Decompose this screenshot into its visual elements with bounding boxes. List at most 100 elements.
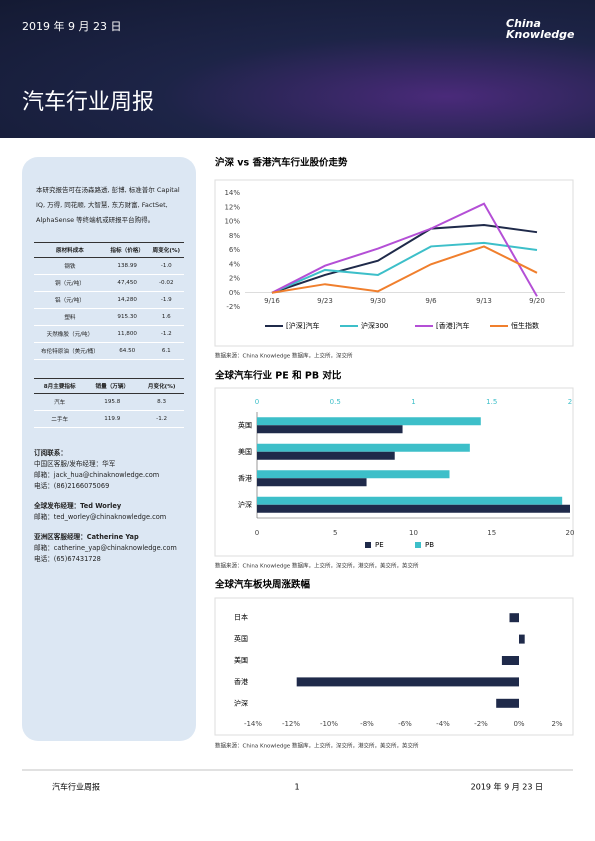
legend-label: PE bbox=[375, 541, 384, 549]
series-line bbox=[271, 245, 538, 294]
x-tick-label: 9/13 bbox=[476, 297, 492, 305]
y-tick-label: 美国 bbox=[234, 656, 248, 665]
chart-title: 全球汽车行业 PE 和 PB 对比 bbox=[214, 370, 342, 382]
y-tick-label: 0% bbox=[229, 289, 240, 297]
intro: 本研究报告可在汤森路透, 彭博, 标准普尔 Capital IQ, 万得, 同花… bbox=[36, 186, 180, 224]
x2-tick-label: 2 bbox=[568, 398, 572, 406]
x-tick-label: 0 bbox=[255, 529, 259, 537]
contact-line: 电话：(65)67431728 bbox=[34, 555, 101, 563]
x2-tick-label: 1.5 bbox=[486, 398, 497, 406]
table-cell: 铝（元/吨） bbox=[34, 291, 106, 309]
table-row: 二手车 119.9 -1.2 bbox=[34, 410, 184, 428]
chart-frame bbox=[214, 179, 574, 347]
legend-label: [香港]汽车 bbox=[436, 321, 469, 330]
table-cell: 14,280 bbox=[105, 291, 149, 309]
logo: China Knowledge bbox=[506, 17, 575, 41]
x-tick-label: -4% bbox=[436, 720, 450, 728]
y-tick-label: -2% bbox=[226, 303, 240, 311]
table-cell: 195.8 bbox=[85, 393, 140, 411]
bar bbox=[509, 613, 519, 623]
header: 2019 年 9 月 23 日 China Knowledge 汽车行业周报 bbox=[0, 0, 595, 138]
bar bbox=[519, 634, 525, 644]
series-line bbox=[271, 224, 538, 294]
x-tick-label: -6% bbox=[398, 720, 412, 728]
date: 2019 年 9 月 23 日 bbox=[22, 20, 122, 33]
legend-label: 沪深300 bbox=[361, 321, 388, 330]
bar bbox=[496, 698, 519, 708]
y-tick-label: 6% bbox=[229, 246, 240, 254]
y-tick-label: 沪深 bbox=[238, 500, 252, 509]
chart-source: 数据来源：China Knowledge 数据库，上交所，深交所 bbox=[215, 352, 353, 360]
table-cell: 塑料 bbox=[34, 308, 106, 326]
x-tick-label: 5 bbox=[333, 529, 337, 537]
page-number: 1 bbox=[294, 783, 299, 792]
series-line bbox=[271, 202, 538, 297]
bar bbox=[296, 677, 519, 687]
table-cell: -1.2 bbox=[139, 410, 184, 428]
chart-source: 数据来源：China Knowledge 数据库，上交所，深交所，港交所，美交所… bbox=[215, 742, 419, 750]
table-cell: 11,800 bbox=[105, 325, 149, 343]
y-tick-label: 日本 bbox=[234, 613, 248, 622]
x-tick-label: 9/23 bbox=[317, 297, 333, 305]
x-tick-label: 9/6 bbox=[425, 297, 437, 305]
chart-frame bbox=[214, 387, 574, 557]
y-tick-label: 香港 bbox=[234, 677, 248, 686]
report-title: 汽车行业周报 bbox=[22, 90, 155, 115]
bar bbox=[257, 504, 570, 513]
chart-title: 全球汽车板块周涨跌幅 bbox=[214, 579, 311, 591]
y-tick-label: 英国 bbox=[238, 420, 252, 429]
contact-line: 中国区客服/发布经理：华军 bbox=[34, 460, 116, 468]
contact-line: 邮箱：catherine_yap@chinaknowledge.com bbox=[34, 544, 177, 552]
y-tick-label: 10% bbox=[224, 218, 240, 226]
table-cell: 布伦特原油（美元/桶） bbox=[34, 342, 106, 360]
legend-label: [沪深]汽车 bbox=[286, 321, 319, 330]
x-tick-label: -10% bbox=[320, 720, 338, 728]
bar bbox=[257, 425, 403, 434]
x-tick-label: 9/20 bbox=[529, 297, 545, 305]
contact-line: 邮箱：jack_hua@chinaknowledge.com bbox=[34, 471, 160, 479]
x-tick-label: 10 bbox=[409, 529, 418, 537]
y-tick-label: 英国 bbox=[234, 634, 248, 643]
table-row: 钢铁 138.99 -1.0 bbox=[34, 257, 184, 275]
legend-swatch bbox=[365, 542, 371, 548]
contact-line: 电话：(86)2166075069 bbox=[34, 482, 110, 490]
contact-heading: 全球发布经理：Ted Worley bbox=[34, 502, 122, 510]
table-row: 铜（元/吨） 47,450 -0.02 bbox=[34, 274, 184, 292]
table-cell: 天然橡胶（元/吨） bbox=[34, 325, 106, 343]
y-tick-label: 美国 bbox=[238, 447, 252, 456]
table-cell: -1.9 bbox=[148, 291, 184, 309]
x-tick-label: -14% bbox=[244, 720, 262, 728]
footer-left: 汽车行业周报 bbox=[52, 782, 100, 792]
contact-line: 邮箱：ted_worley@chinaknowledge.com bbox=[34, 513, 167, 521]
table-cell: -1.2 bbox=[148, 325, 184, 343]
sidebar: 本研究报告可在汤森路透, 彭博, 标准普尔 Capital IQ, 万得, 同花… bbox=[22, 157, 196, 741]
table-cell: -1.0 bbox=[148, 257, 184, 275]
chart-frame bbox=[214, 597, 574, 736]
sales-table: 8月主要指标 销量（万辆） 月变化(%) 汽车 195.8 8.3 二手车 119.9 -1.2 bbox=[34, 378, 184, 428]
table-row: 布伦特原油（美元/桶） 64.50 6.1 bbox=[34, 342, 184, 360]
table-cell: 二手车 bbox=[34, 410, 86, 428]
x-tick-label: 15 bbox=[487, 529, 496, 537]
x-tick-label: 20 bbox=[566, 529, 575, 537]
bar bbox=[257, 443, 470, 452]
contact-heading: 订阅联系： bbox=[34, 449, 67, 457]
table-cell: 6.1 bbox=[148, 342, 184, 360]
table-cell: 47,450 bbox=[105, 274, 149, 292]
table-row: 汽车 195.8 8.3 bbox=[34, 393, 184, 411]
x2-tick-label: 0.5 bbox=[330, 398, 341, 406]
table-cell: 138.99 bbox=[105, 257, 149, 275]
x-tick-label: 9/30 bbox=[370, 297, 386, 305]
x-tick-label: 9/16 bbox=[264, 297, 280, 305]
footer-right: 2019 年 9 月 23 日 bbox=[471, 782, 543, 792]
legend-label: PB bbox=[425, 541, 434, 549]
table-cell: 119.9 bbox=[85, 410, 140, 428]
series-line bbox=[271, 241, 538, 294]
y-tick-label: 8% bbox=[229, 232, 240, 240]
y-tick-label: 12% bbox=[224, 203, 240, 211]
table-cell: -0.02 bbox=[148, 274, 184, 292]
y-tick-label: 4% bbox=[229, 260, 240, 268]
table-header: 指标（价格） bbox=[105, 242, 149, 258]
table-cell: 915.30 bbox=[105, 308, 149, 326]
bar bbox=[257, 470, 450, 479]
